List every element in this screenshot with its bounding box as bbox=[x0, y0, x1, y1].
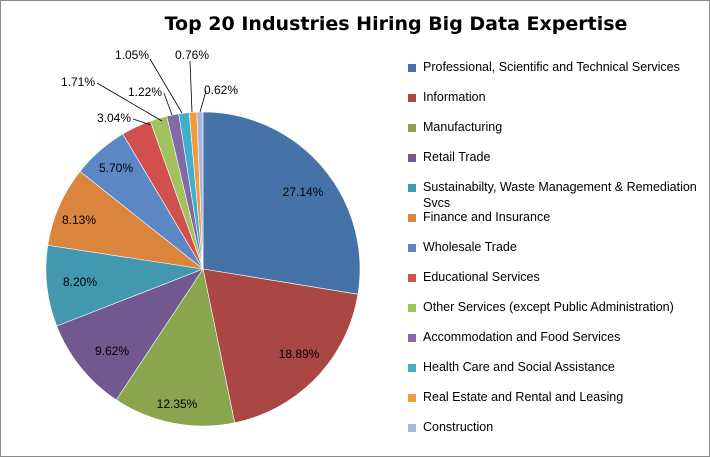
legend-swatch bbox=[408, 94, 416, 102]
leader-line bbox=[199, 90, 207, 113]
legend-label: Accommodation and Food Services bbox=[423, 330, 621, 344]
pie-slice bbox=[202, 111, 361, 295]
legend-label: Wholesale Trade bbox=[423, 240, 517, 254]
legend-swatch bbox=[408, 184, 416, 192]
slice-value-label: 8.13% bbox=[62, 213, 96, 227]
pie-slice bbox=[115, 268, 236, 427]
slice-value-label: 0.62% bbox=[204, 83, 238, 97]
pie-slice bbox=[196, 111, 204, 270]
legend-label: Manufacturing bbox=[423, 120, 503, 134]
leader-line bbox=[149, 58, 183, 114]
leader-line bbox=[163, 92, 173, 116]
legend-label: Real Estate and Rental and Leasing bbox=[423, 390, 624, 404]
legend-label: Retail Trade bbox=[423, 150, 491, 164]
legend-label: Sustainabilty, Waste Management & Remedi… bbox=[423, 180, 697, 210]
legend-swatch bbox=[408, 334, 416, 342]
legend-swatch bbox=[408, 154, 416, 162]
legend-swatch bbox=[408, 214, 416, 222]
slice-value-label: 12.35% bbox=[157, 397, 198, 411]
slice-value-label: 18.89% bbox=[279, 347, 320, 361]
legend-swatch bbox=[408, 364, 416, 372]
slice-value-label: 1.71% bbox=[61, 75, 95, 89]
legend-label: Finance and Insurance bbox=[423, 210, 551, 224]
legend-label: Other Services (except Public Administra… bbox=[423, 300, 674, 314]
slice-value-label: 9.62% bbox=[95, 344, 129, 358]
leader-line bbox=[189, 60, 193, 113]
chart-title: Top 20 Industries Hiring Big Data Expert… bbox=[164, 13, 628, 35]
legend-swatch bbox=[408, 304, 416, 312]
slice-value-label: 27.14% bbox=[283, 185, 324, 199]
pie-slice bbox=[202, 268, 359, 424]
slice-value-label: 3.04% bbox=[97, 111, 131, 125]
legend-label: Educational Services bbox=[423, 270, 540, 284]
slice-value-label: 1.22% bbox=[128, 85, 162, 99]
legend-swatch bbox=[408, 244, 416, 252]
slice-value-label: 5.70% bbox=[99, 161, 133, 175]
legend-label: Construction bbox=[423, 420, 494, 434]
legend-swatch bbox=[408, 64, 416, 72]
legend-swatch bbox=[408, 124, 416, 132]
legend-swatch bbox=[408, 274, 416, 282]
slice-value-label: 1.05% bbox=[115, 48, 149, 62]
legend-label: Professional, Scientific and Technical S… bbox=[423, 60, 680, 74]
slice-value-label: 0.76% bbox=[175, 48, 209, 62]
legend-label: Information bbox=[423, 90, 486, 104]
legend-swatch bbox=[408, 394, 416, 402]
slice-value-label: 8.20% bbox=[63, 275, 97, 289]
pie-slice bbox=[56, 268, 204, 401]
legend-label: Health Care and Social Assistance bbox=[423, 360, 615, 374]
leader-line bbox=[96, 82, 163, 122]
leader-line bbox=[132, 118, 152, 126]
legend-swatch bbox=[408, 424, 416, 432]
